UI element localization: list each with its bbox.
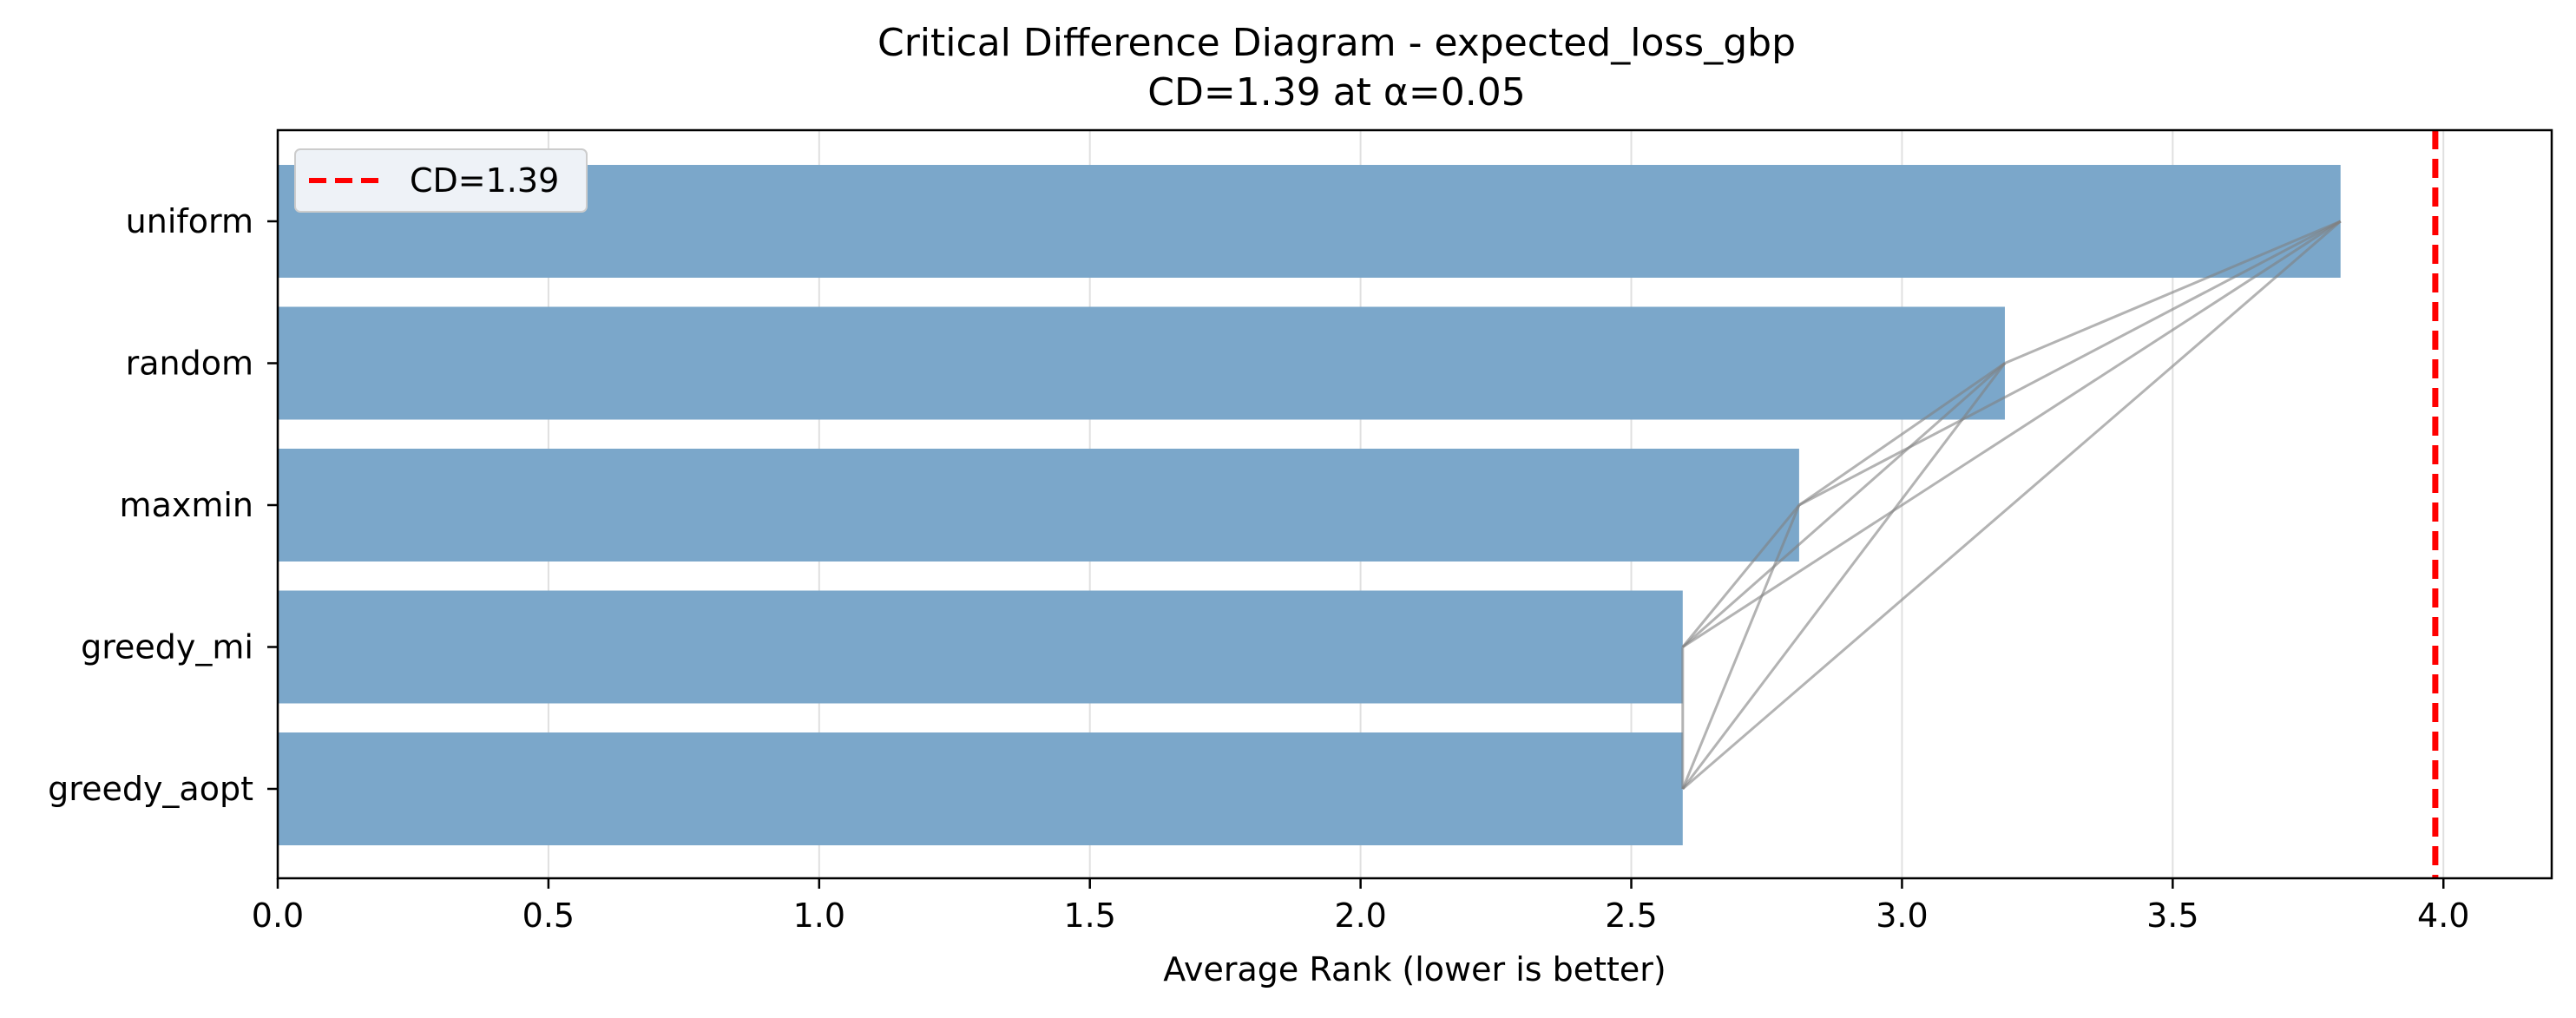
y-tick-label-greedy_mi: greedy_mi <box>81 628 253 667</box>
connection-uniform-maxmin <box>1798 220 2342 507</box>
y-tick-label-random: random <box>126 345 253 383</box>
legend-cd-label: CD=1.39 <box>410 161 559 200</box>
connection-maxmin-greedy_mi <box>1681 504 1801 648</box>
legend-box <box>294 148 588 213</box>
connections-layer <box>1681 220 2342 791</box>
connection-uniform-random <box>2004 220 2342 365</box>
connection-uniform-greedy_mi <box>1681 220 2342 648</box>
bar-random <box>278 306 2005 420</box>
x-tick-label: 4.0 <box>2417 896 2469 935</box>
bar-greedy_aopt <box>278 732 1683 845</box>
bar-uniform <box>278 165 2341 278</box>
bars-layer <box>278 165 2341 845</box>
connection-uniform-greedy_aopt <box>1681 220 2342 791</box>
connection-maxmin-greedy_aopt <box>1681 504 1801 790</box>
legend: CD=1.39 <box>294 148 588 213</box>
bar-greedy_mi <box>278 590 1683 704</box>
chart-subtitle: CD=1.39 at α=0.05 <box>1147 70 1525 115</box>
x-tick-label: 0.0 <box>252 896 304 935</box>
y-labels-layer: uniform random maxmin greedy_mi greedy_aopt <box>48 202 278 808</box>
x-tick-label: 3.0 <box>1876 896 1928 935</box>
x-tick-label: 0.5 <box>522 896 575 935</box>
chart-title: Critical Difference Diagram - expected_l… <box>877 21 1796 65</box>
x-tick-label: 1.0 <box>793 896 845 935</box>
y-tick-label-greedy_aopt: greedy_aopt <box>48 770 253 808</box>
x-tick-label: 2.5 <box>1605 896 1657 935</box>
y-tick-label-uniform: uniform <box>126 202 253 240</box>
x-axis-label: Average Rank (lower is better) <box>1163 950 1666 988</box>
x-tick-label: 3.5 <box>2146 896 2198 935</box>
ticks-layer: 0.0 0.5 1.0 1.5 2.0 2.5 3.0 3.5 4.0 <box>252 878 2469 935</box>
bar-maxmin <box>278 449 1799 562</box>
y-tick-label-maxmin: maxmin <box>120 486 253 524</box>
connection-random-maxmin <box>1798 362 2006 507</box>
connection-random-greedy_aopt <box>1681 362 2007 790</box>
x-tick-label: 2.0 <box>1334 896 1386 935</box>
x-tick-label: 1.5 <box>1063 896 1115 935</box>
connection-random-greedy_mi <box>1681 362 2006 648</box>
